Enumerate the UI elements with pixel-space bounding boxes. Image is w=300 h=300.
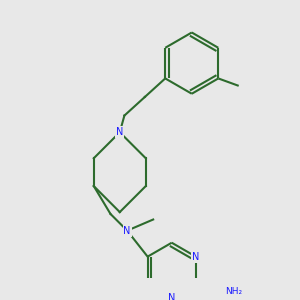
Text: N: N [168,293,176,300]
Text: N: N [116,127,123,137]
Text: NH₂: NH₂ [226,287,243,296]
Text: N: N [124,226,131,236]
Text: N: N [192,252,200,262]
